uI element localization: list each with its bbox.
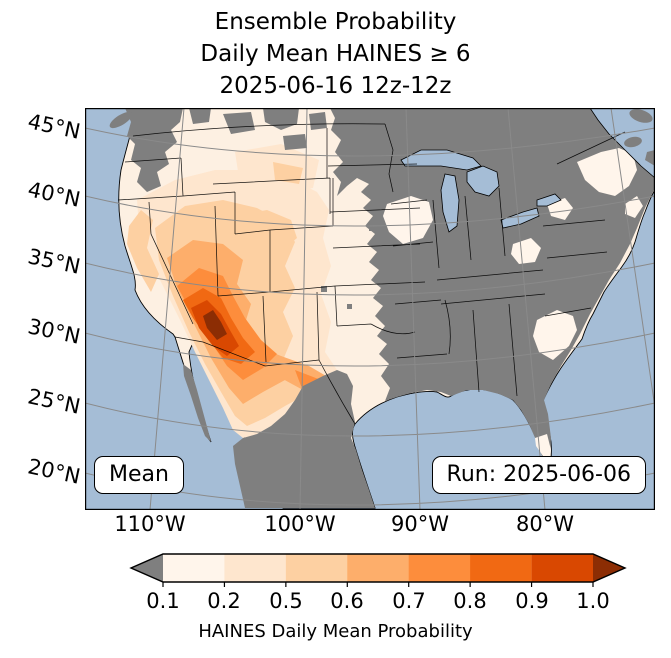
colorbar-segment-7	[531, 554, 593, 582]
lat-axis-label-25n: 25°N	[25, 384, 83, 419]
colorbar-caption: HAINES Daily Mean Probability	[198, 621, 473, 642]
lon-axis-label-80w: 80°W	[516, 512, 574, 536]
title-line-1: Ensemble Probability	[214, 9, 457, 35]
lon-axis-label-110w: 110°W	[114, 512, 186, 536]
lat-axis-label-40n: 40°N	[25, 177, 83, 212]
lake-michigan	[440, 173, 460, 233]
figure-title: Ensemble Probability Daily Mean HAINES ≥…	[0, 6, 671, 102]
state-borders-layer	[117, 123, 626, 425]
map-frame	[85, 108, 655, 510]
colorbar-tick-label-6: 0.8	[453, 589, 487, 613]
title-line-3: 2025-06-16 12z-12z	[219, 73, 452, 99]
colorbar-tick-label-8: 1.0	[576, 589, 610, 613]
maritime-islands	[624, 109, 655, 166]
colorbar-segment-6	[470, 554, 532, 582]
lat-axis-label-30n: 30°N	[25, 314, 83, 349]
lake-erie	[500, 207, 540, 229]
colorbar-segment-5	[408, 554, 471, 582]
colorbar-tick-label-7: 0.9	[515, 589, 549, 613]
probability-over-layer	[203, 310, 227, 340]
colorbar-ticks	[162, 582, 594, 587]
lat-axis-label-35n: 35°N	[25, 244, 83, 279]
colorbar-over-arrow	[593, 554, 625, 582]
map-canvas	[85, 108, 655, 510]
lake-ontario	[536, 193, 562, 207]
colorbar-segment-2	[224, 554, 287, 582]
lon-axis-label-100w: 100°W	[264, 512, 336, 536]
colorbar-segment-4	[347, 554, 410, 582]
colorbar-tick-label-4: 0.6	[330, 589, 364, 613]
colorbar-tick-label-2: 0.2	[207, 589, 241, 613]
colorbar-tick-label-1: 0.1	[146, 589, 180, 613]
colorbar-under-arrow	[131, 554, 163, 582]
colorbar-segment-1	[163, 554, 226, 582]
colorbar	[129, 553, 627, 587]
run-date-box: Run: 2025-06-06	[431, 456, 646, 494]
colorbar-tick-label-5: 0.7	[392, 589, 426, 613]
northeast-coastline	[589, 108, 655, 179]
lon-axis-label-90w: 90°W	[391, 512, 449, 536]
colorbar-tick-label-3: 0.5	[269, 589, 303, 613]
graticule-layer	[85, 108, 655, 510]
gulf-st-lawrence	[590, 108, 655, 178]
colorbar-segment-3	[285, 554, 348, 582]
lat-axis-label-45n: 45°N	[25, 109, 83, 144]
mean-stat-box: Mean	[94, 456, 184, 494]
title-line-2: Daily Mean HAINES ≥ 6	[200, 41, 471, 67]
lat-axis-label-20n: 20°N	[25, 454, 83, 489]
lake-huron	[466, 165, 500, 197]
low-probability-patch-layer	[383, 148, 643, 464]
